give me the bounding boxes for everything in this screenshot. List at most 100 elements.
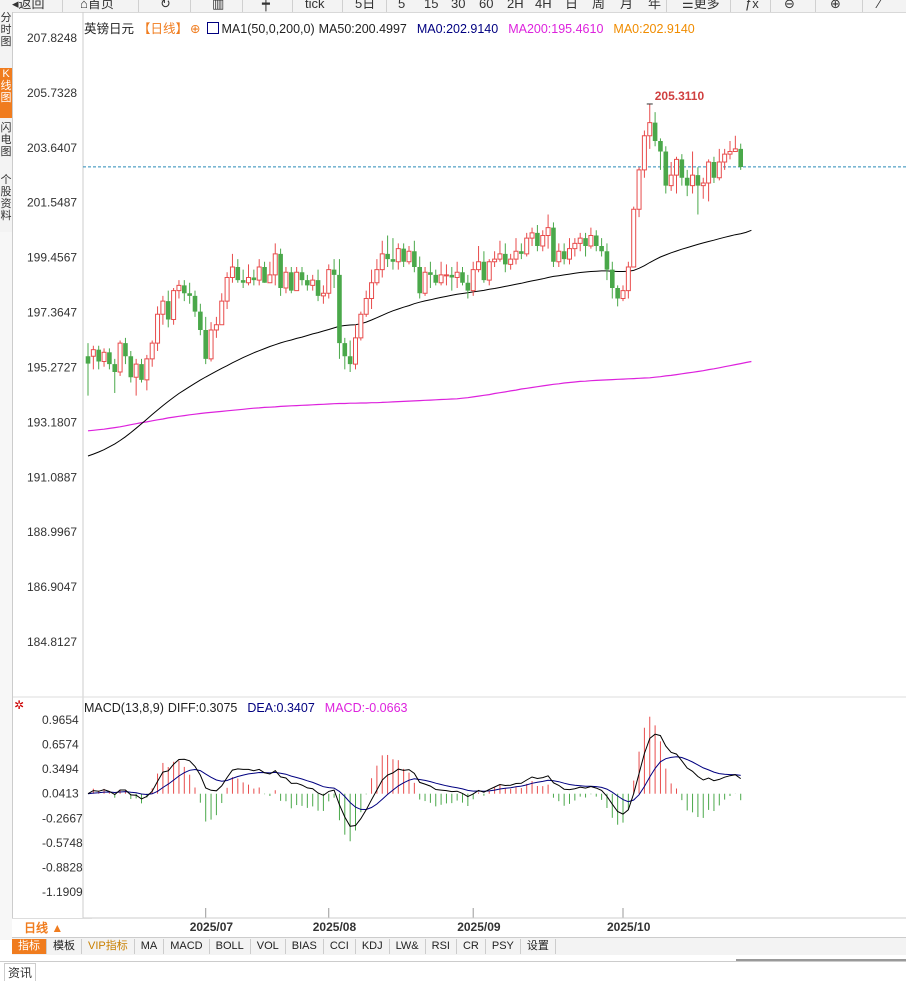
candle-body bbox=[390, 259, 396, 262]
period-month[interactable]: 月 bbox=[620, 0, 634, 11]
indicator-tab-7[interactable]: BIAS bbox=[286, 939, 324, 954]
period-5day[interactable]: 5日 bbox=[355, 0, 376, 11]
period-2h[interactable]: 2H bbox=[507, 0, 524, 11]
chart-type-icon[interactable]: ▥ bbox=[212, 0, 225, 11]
indicator-tab-8[interactable]: CCI bbox=[324, 939, 356, 954]
macd-tick-label: -0.2667 bbox=[42, 811, 83, 825]
candle-body bbox=[631, 208, 637, 268]
period-tag[interactable]: 【日线】 bbox=[138, 22, 189, 36]
period-day[interactable]: 日 bbox=[565, 0, 579, 11]
chart-canvas[interactable]: 207.8248 205.7328 203.6407 201.5487 199.4567… bbox=[13, 12, 906, 938]
indicator-tab-10[interactable]: LW& bbox=[390, 939, 426, 954]
indicator-tab-11[interactable]: RSI bbox=[426, 939, 457, 954]
candle-body bbox=[481, 261, 487, 281]
candle-body bbox=[149, 342, 155, 360]
candle-body bbox=[192, 295, 198, 312]
candle-body bbox=[636, 169, 642, 210]
tab-flash[interactable]: 闪电图 bbox=[0, 122, 12, 158]
home-button[interactable]: ⌂首页 bbox=[80, 0, 114, 11]
indicator-tab-5[interactable]: BOLL bbox=[210, 939, 251, 954]
period-5[interactable]: 5 bbox=[398, 0, 406, 11]
period-toggle[interactable]: 日线 ▲ bbox=[12, 918, 92, 938]
toolbar-divider bbox=[242, 0, 243, 12]
candle-body bbox=[251, 277, 257, 281]
zoom-in-icon[interactable]: ⊕ bbox=[830, 0, 841, 11]
price-tick-label: 188.9967 bbox=[27, 525, 77, 539]
back-button[interactable]: ◂返回 bbox=[12, 0, 45, 11]
settings-icon[interactable]: ⊕ bbox=[190, 22, 201, 36]
macd-macd: MACD:-0.0663 bbox=[324, 701, 408, 715]
candle-body bbox=[524, 237, 530, 255]
diff-line bbox=[87, 733, 741, 827]
period-tick[interactable]: tick bbox=[305, 0, 325, 11]
candle-body bbox=[203, 329, 208, 359]
ma50-layer bbox=[87, 229, 752, 457]
candle-body bbox=[647, 122, 653, 137]
indicator-tab-9[interactable]: KDJ bbox=[356, 939, 390, 954]
news-tab[interactable]: 资讯 bbox=[4, 963, 37, 981]
period-4h[interactable]: 4H bbox=[535, 0, 552, 11]
macd-tick-label: -0.8828 bbox=[42, 860, 83, 874]
candle-body bbox=[229, 266, 235, 278]
draw-icon[interactable]: ∕ bbox=[878, 0, 881, 11]
candle-body bbox=[492, 258, 498, 263]
period-week[interactable]: 周 bbox=[592, 0, 606, 11]
indicator-tab-6[interactable]: VOL bbox=[251, 939, 286, 954]
macd-legend: MACD(13,8,9) DIFF:0.3075 DEA:0.3407 MACD:-0… bbox=[84, 701, 411, 715]
candle-body bbox=[112, 364, 118, 372]
tab-kline[interactable]: K线图 bbox=[0, 68, 12, 118]
indicator-icon bbox=[206, 22, 219, 34]
price-tick-label: 184.8127 bbox=[27, 635, 77, 649]
period-15[interactable]: 15 bbox=[424, 0, 439, 11]
macd-settings-icon[interactable]: ✲ bbox=[14, 698, 25, 712]
indicator-tab-0[interactable]: 指标 bbox=[12, 939, 47, 954]
indicator-tab-3[interactable]: MA bbox=[135, 939, 165, 954]
candle-body bbox=[443, 274, 449, 277]
candle-body bbox=[155, 313, 161, 344]
toolbar-divider bbox=[62, 0, 63, 12]
indicator-tab-2[interactable]: VIP指标 bbox=[82, 939, 135, 954]
toolbar-divider bbox=[770, 0, 771, 12]
back-icon: ◂ bbox=[12, 0, 19, 11]
price-tick-label: 195.2727 bbox=[27, 360, 77, 374]
candle-body bbox=[561, 251, 567, 260]
chart-area[interactable]: 207.8248 205.7328 203.6407 201.5487 199.4567… bbox=[12, 12, 906, 938]
ma200-layer bbox=[87, 360, 752, 432]
formula-icon[interactable]: ƒx bbox=[745, 0, 759, 11]
more-button[interactable]: ☰更多 bbox=[682, 0, 720, 11]
candle-body bbox=[577, 237, 583, 244]
candle-body bbox=[342, 343, 348, 357]
toolbar-divider bbox=[815, 0, 816, 12]
price-tick-label: 197.3647 bbox=[27, 306, 77, 320]
candle-body bbox=[583, 238, 588, 247]
price-tick-label: 199.4567 bbox=[27, 251, 77, 265]
candle-body bbox=[711, 162, 717, 178]
macd-diff: DIFF:0.3075 bbox=[167, 701, 238, 715]
period-year[interactable]: 年 bbox=[648, 0, 662, 11]
refresh-icon[interactable]: ↻ bbox=[160, 0, 171, 11]
candle-body bbox=[449, 274, 455, 278]
indicator-tab-12[interactable]: CR bbox=[457, 939, 486, 954]
indicator-tab-13[interactable]: PSY bbox=[486, 939, 521, 954]
candle-body bbox=[406, 250, 412, 263]
candle-body bbox=[256, 266, 262, 281]
candle-body bbox=[235, 267, 241, 281]
date-tick-label: 2025/07 bbox=[190, 920, 234, 934]
horizontal-scrollbar[interactable] bbox=[736, 959, 906, 962]
zoom-out-icon[interactable]: ⊖ bbox=[784, 0, 795, 11]
period-60[interactable]: 60 bbox=[479, 0, 494, 11]
indicator-tab-1[interactable]: 模板 bbox=[47, 939, 82, 954]
candle-icon[interactable]: ┿ bbox=[262, 0, 270, 11]
candle-body bbox=[679, 159, 685, 178]
candle-body bbox=[198, 311, 203, 330]
candle-body bbox=[171, 290, 177, 320]
candle-body bbox=[187, 293, 192, 296]
tab-profile[interactable]: 个股资料 bbox=[0, 174, 12, 222]
period-30[interactable]: 30 bbox=[451, 0, 466, 11]
indicator-tab-14[interactable]: 设置 bbox=[521, 939, 556, 954]
candle-body bbox=[385, 253, 390, 260]
candle-body bbox=[305, 280, 310, 286]
indicator-tab-4[interactable]: MACD bbox=[164, 939, 210, 954]
toolbar-divider bbox=[862, 0, 863, 12]
tab-timeshare[interactable]: 分时图 bbox=[0, 12, 12, 48]
